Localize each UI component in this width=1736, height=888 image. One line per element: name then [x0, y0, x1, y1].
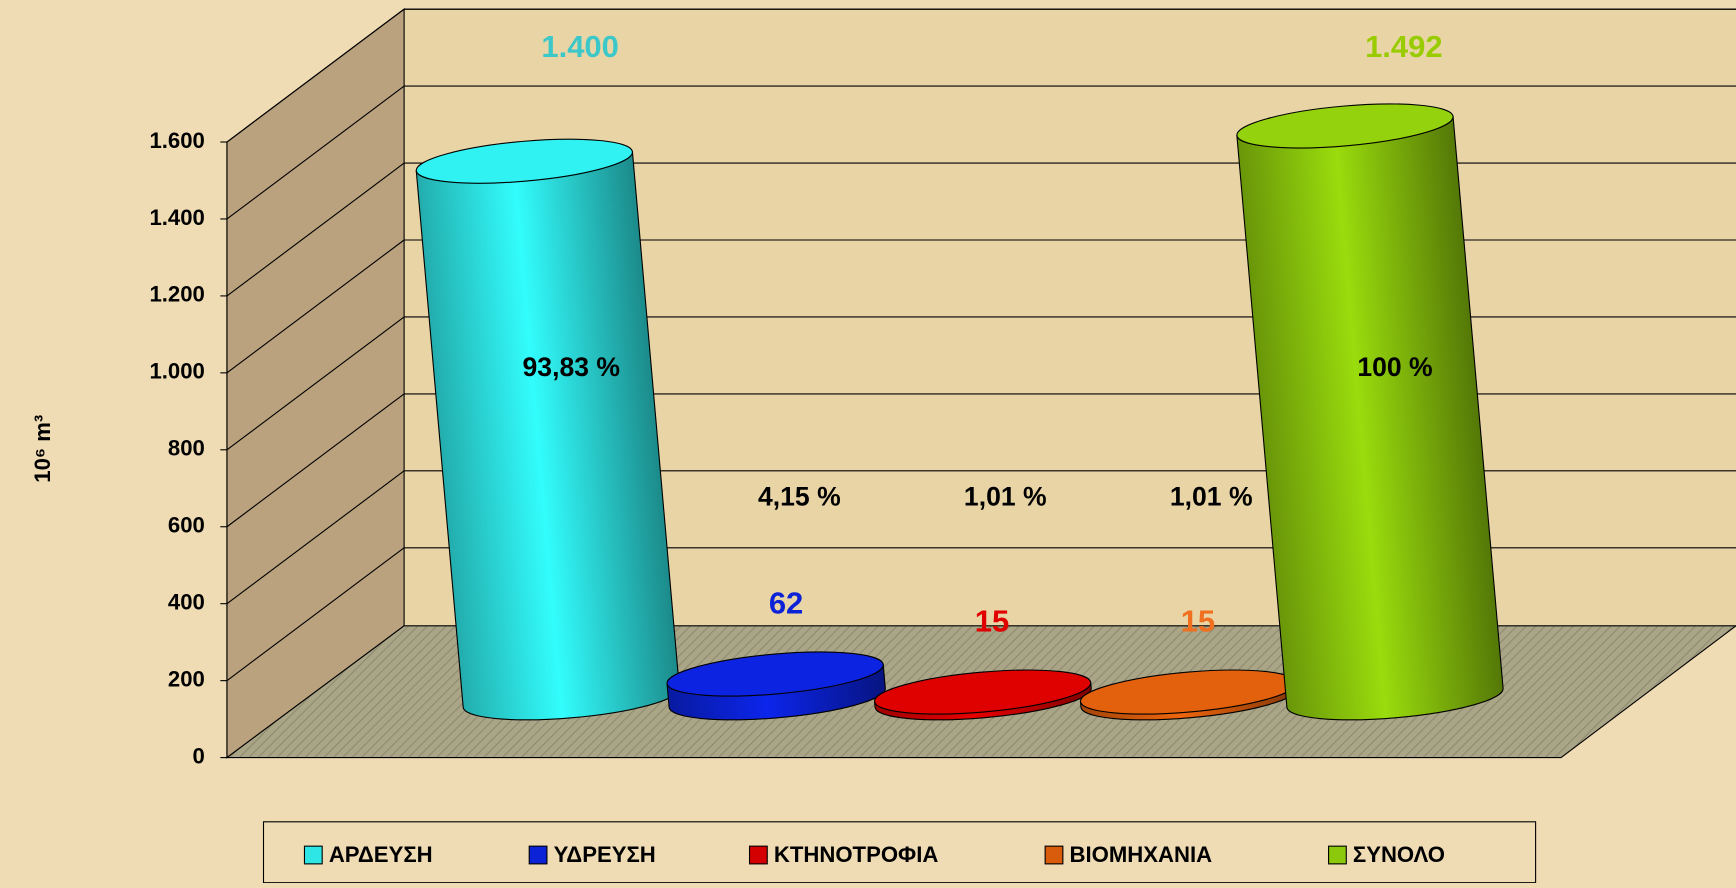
y-tick-label: 0	[193, 743, 205, 768]
y-tick-label: 1.600	[149, 128, 204, 153]
grid-line	[226, 547, 405, 682]
legend-label: ΣΥΝΟΛΟ	[1353, 842, 1445, 867]
y-tick-label: 1.400	[149, 205, 204, 230]
cylinder-top	[666, 651, 884, 697]
grid-line	[226, 239, 405, 374]
value-label: 1.400	[541, 29, 619, 64]
legend	[262, 821, 1537, 884]
cylinder-body	[1236, 115, 1504, 721]
cylinder-top	[415, 138, 633, 184]
legend-label: ΒΙΟΜΗΧΑΝΙΑ	[1070, 842, 1213, 867]
grid-line	[226, 316, 405, 451]
cylinder	[873, 669, 1092, 721]
grid-line	[226, 393, 405, 528]
grid-line	[226, 470, 405, 605]
y-tick-label: 800	[168, 436, 205, 461]
cylinder-top	[873, 669, 1092, 715]
value-label: 15	[1181, 604, 1215, 639]
legend-swatch	[303, 845, 323, 865]
value-label: 15	[975, 604, 1009, 639]
y-axis-label: 10⁶ m³	[30, 415, 55, 483]
grid-line	[226, 8, 405, 143]
cylinder-top	[1236, 103, 1454, 149]
percentage-label: 1,01 %	[1170, 482, 1253, 512]
grid-line	[226, 85, 405, 220]
legend-swatch	[528, 845, 548, 865]
percentage-label: 4,15 %	[758, 482, 841, 512]
legend-swatch	[1328, 845, 1347, 865]
value-label: 62	[769, 585, 803, 620]
legend-label: ΥΔΡΕΥΣΗ	[554, 842, 656, 867]
y-tick-label: 600	[168, 513, 205, 538]
cylinder	[1079, 669, 1298, 721]
grid-line	[226, 162, 405, 297]
y-tick-label: 200	[168, 666, 205, 691]
value-label: 1.492	[1365, 29, 1443, 64]
y-tick-label: 1.200	[149, 282, 204, 307]
cylinder	[1236, 103, 1504, 721]
cylinder	[666, 651, 886, 721]
legend-label: ΑΡΔΕΥΣΗ	[329, 842, 433, 867]
legend-swatch	[1044, 845, 1064, 865]
y-tick-label: 1.000	[149, 359, 204, 384]
legend-label: ΚΤΗΝΟΤΡΟΦΙΑ	[774, 842, 938, 867]
y-tick-label: 400	[168, 590, 205, 615]
percentage-label: 1,01 %	[964, 482, 1047, 512]
percentage-label: 100 %	[1357, 352, 1432, 382]
legend-swatch	[748, 845, 768, 865]
percentage-label: 93,83 %	[523, 352, 620, 382]
